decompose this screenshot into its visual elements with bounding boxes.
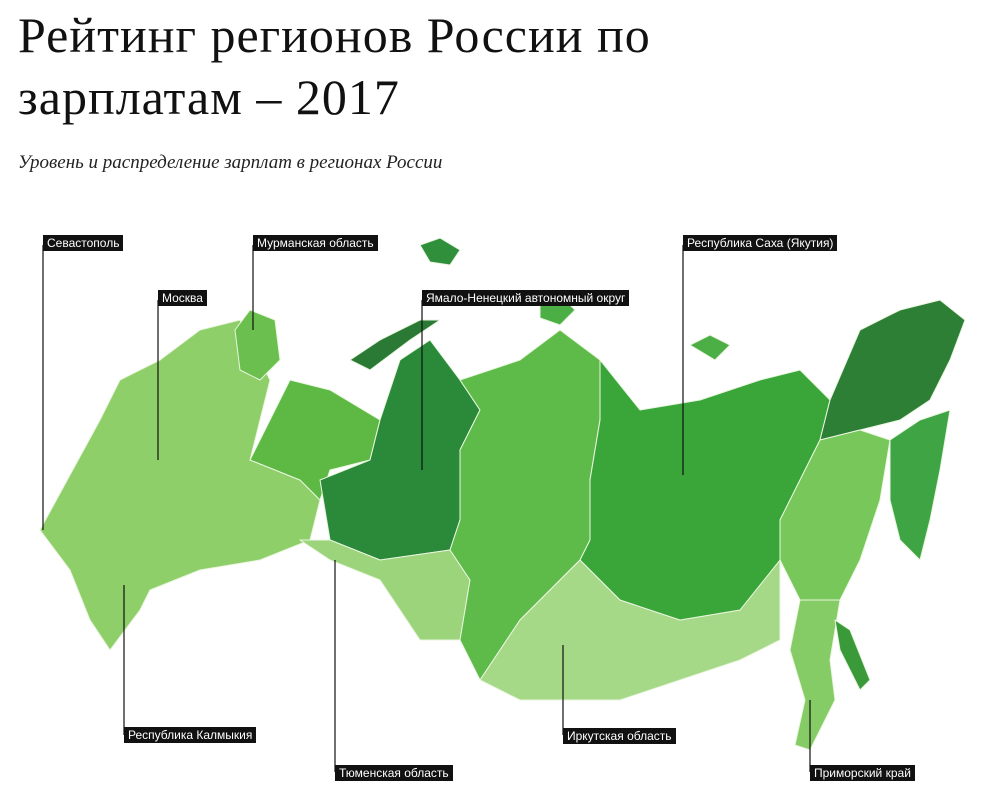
region-label: Ямало-Ненецкий автономный округ bbox=[422, 290, 630, 306]
region-label: Республика Саха (Якутия) bbox=[683, 235, 838, 251]
title: Рейтинг регионов России по зарплатам – 2… bbox=[18, 7, 651, 125]
region-label: Приморский край bbox=[810, 765, 915, 781]
region-label: Иркутская область bbox=[563, 728, 676, 744]
region-label: Республика Калмыкия bbox=[124, 727, 257, 743]
leader-lines bbox=[42, 245, 811, 772]
regions bbox=[39, 237, 966, 751]
region-label: Москва bbox=[158, 290, 207, 306]
subtitle: Уровень и распределение зарплат в регион… bbox=[18, 152, 443, 173]
region-label: Тюменская область bbox=[335, 765, 453, 781]
region-label: Мурманская область bbox=[253, 235, 378, 251]
region-label: Севастополь bbox=[43, 235, 124, 251]
